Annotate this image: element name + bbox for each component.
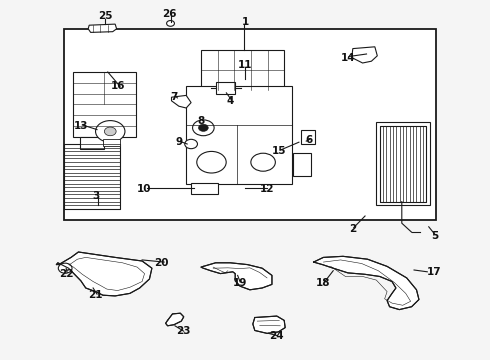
Bar bbox=[64, 29, 436, 220]
Text: 26: 26 bbox=[162, 9, 176, 19]
Polygon shape bbox=[88, 24, 117, 32]
Polygon shape bbox=[314, 256, 419, 310]
Bar bbox=[186, 86, 292, 184]
Text: 16: 16 bbox=[110, 81, 125, 91]
Bar bbox=[64, 144, 120, 209]
Text: 20: 20 bbox=[154, 258, 169, 268]
Bar bbox=[293, 153, 311, 176]
Bar bbox=[301, 130, 315, 144]
Circle shape bbox=[185, 139, 197, 149]
Polygon shape bbox=[352, 47, 377, 63]
Text: 13: 13 bbox=[74, 121, 88, 131]
Text: 22: 22 bbox=[59, 269, 74, 279]
Circle shape bbox=[198, 124, 208, 131]
Text: 11: 11 bbox=[238, 60, 252, 70]
Text: 14: 14 bbox=[341, 53, 355, 63]
Text: 1: 1 bbox=[242, 17, 248, 27]
Text: 2: 2 bbox=[349, 224, 356, 234]
Polygon shape bbox=[172, 95, 191, 108]
Text: 10: 10 bbox=[137, 184, 152, 194]
Bar bbox=[376, 122, 430, 205]
Bar bbox=[216, 82, 235, 94]
Circle shape bbox=[96, 121, 125, 142]
Text: 15: 15 bbox=[272, 146, 287, 156]
Polygon shape bbox=[253, 316, 285, 333]
Polygon shape bbox=[201, 263, 272, 290]
Circle shape bbox=[167, 21, 174, 26]
Text: 9: 9 bbox=[175, 137, 182, 147]
Text: 4: 4 bbox=[226, 96, 234, 106]
Text: 7: 7 bbox=[170, 92, 178, 102]
Text: 12: 12 bbox=[260, 184, 274, 194]
Circle shape bbox=[193, 120, 214, 136]
Text: 24: 24 bbox=[270, 330, 284, 341]
Polygon shape bbox=[166, 313, 184, 326]
Circle shape bbox=[104, 127, 116, 136]
Text: 21: 21 bbox=[88, 290, 103, 300]
Text: 18: 18 bbox=[316, 278, 331, 288]
Text: 5: 5 bbox=[432, 231, 439, 241]
Bar bbox=[103, 139, 120, 146]
Bar bbox=[201, 50, 284, 90]
Bar bbox=[191, 183, 218, 194]
Text: 19: 19 bbox=[233, 278, 247, 288]
Text: 8: 8 bbox=[197, 116, 204, 126]
Text: 6: 6 bbox=[305, 135, 312, 145]
Polygon shape bbox=[56, 252, 152, 296]
Bar bbox=[380, 126, 426, 202]
Bar bbox=[80, 137, 104, 149]
Circle shape bbox=[58, 263, 72, 273]
Text: 23: 23 bbox=[176, 326, 191, 336]
Text: 25: 25 bbox=[98, 11, 113, 21]
Bar bbox=[73, 72, 136, 137]
Text: 17: 17 bbox=[426, 267, 441, 277]
Text: 3: 3 bbox=[92, 191, 99, 201]
